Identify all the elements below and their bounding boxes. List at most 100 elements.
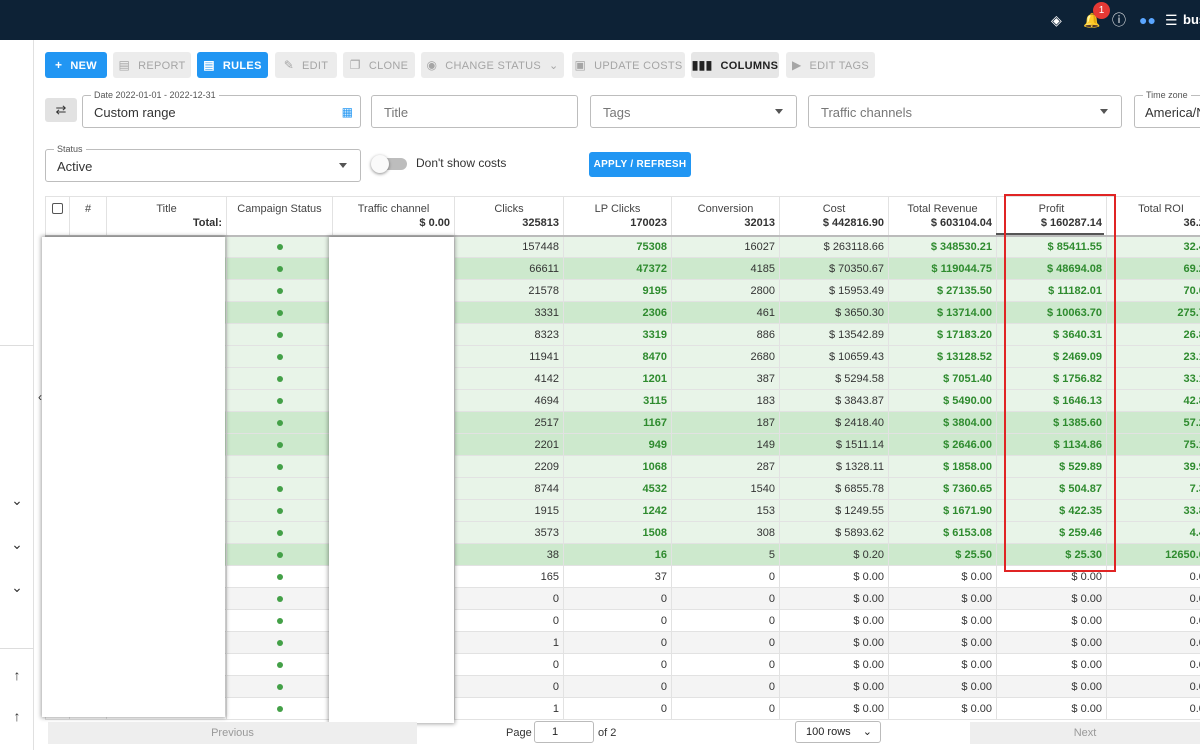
user-name[interactable]: bus <box>1183 12 1200 27</box>
column-header-campaign-status[interactable]: Campaign Status <box>226 196 333 236</box>
row-revenue-cell: $ 0.00 <box>888 565 997 588</box>
active-status-dot <box>276 265 283 272</box>
collapse-icon[interactable]: ‹ <box>38 390 42 404</box>
row-roi-cell: 0.00 <box>1106 565 1200 588</box>
columns-button[interactable]: ▮▮▮ COLUMNS <box>691 52 779 78</box>
table-row[interactable]: 1915 1242 153 $ 1249.55 $ 1671.90 $ 422.35 33.… <box>45 499 1200 522</box>
status-select[interactable]: Status Active <box>45 144 361 182</box>
title-input[interactable]: Title <box>371 95 578 128</box>
column-header-clicks[interactable]: Clicks 325813 <box>454 196 564 236</box>
row-conversion-cell: 1540 <box>671 477 780 500</box>
update-costs-button[interactable]: ▣ UPDATE COSTS <box>572 52 685 78</box>
row-clicks-cell: 38 <box>454 543 564 566</box>
tags-placeholder: Tags <box>603 105 631 120</box>
left-sidebar: ‹ ⌄ ⌄ ⌄ ↑ ↑ <box>0 40 42 750</box>
row-clicks-cell: 4694 <box>454 389 564 412</box>
row-conversion-cell: 0 <box>671 697 780 720</box>
active-status-dot <box>276 243 283 250</box>
column-header-title[interactable]: Title Total: <box>106 196 227 236</box>
row-profit-cell: $ 0.00 <box>996 653 1107 676</box>
row-profit-cell: $ 1385.60 <box>996 411 1107 434</box>
chevron-down-icon[interactable]: ⌄ <box>11 492 23 508</box>
dont-show-costs-label: Don't show costs <box>416 156 507 170</box>
row-lp-clicks-cell: 0 <box>563 609 672 632</box>
row-lp-clicks-cell: 1167 <box>563 411 672 434</box>
previous-page-button[interactable]: Previous <box>48 722 417 744</box>
users-icon[interactable]: ●● <box>1139 12 1156 28</box>
row-roi-cell: 0.00 <box>1106 609 1200 632</box>
row-profit-cell: $ 1646.13 <box>996 389 1107 412</box>
active-status-dot <box>276 397 283 404</box>
help-icon[interactable]: ⓘ <box>1112 12 1126 28</box>
column-header-conversion[interactable]: Conversion 32013 <box>671 196 780 236</box>
menu-icon[interactable]: ☰ <box>1165 12 1178 28</box>
row-conversion-cell: 0 <box>671 565 780 588</box>
row-revenue-cell: $ 0.00 <box>888 587 997 610</box>
active-status-dot <box>276 661 283 668</box>
apply-refresh-button[interactable]: APPLY / REFRESH <box>589 152 691 177</box>
chevron-down-icon[interactable]: ⌄ <box>11 536 23 552</box>
column-header-traffic-channel[interactable]: Traffic channel $ 0.00 <box>332 196 455 236</box>
row-roi-cell: 42.82 <box>1106 389 1200 412</box>
profit-sort-indicator <box>996 233 1104 235</box>
column-header-profit[interactable]: Profit $ 160287.14 <box>996 196 1107 236</box>
row-conversion-cell: 16027 <box>671 235 780 258</box>
row-clicks-cell: 21578 <box>454 279 564 302</box>
traffic-channels-select[interactable]: Traffic channels <box>808 95 1122 128</box>
swap-icon[interactable]: ⇄ <box>45 98 77 122</box>
rules-button[interactable]: ▤ RULES <box>197 52 268 78</box>
edit-tags-button[interactable]: ▶ EDIT TAGS <box>786 52 875 78</box>
row-roi-cell: 0.00 <box>1106 631 1200 654</box>
row-roi-cell: 26.88 <box>1106 323 1200 346</box>
timezone-select[interactable]: Time zone America/N <box>1134 90 1200 128</box>
calendar-icon[interactable]: ▦ <box>341 105 353 119</box>
row-profit-cell: $ 0.00 <box>996 675 1107 698</box>
total-label: Total: <box>192 217 222 229</box>
dont-show-costs-toggle[interactable] <box>371 155 407 173</box>
column-header-total-revenue[interactable]: Total Revenue $ 603104.04 <box>888 196 997 236</box>
active-status-dot <box>276 287 283 294</box>
row-clicks-cell: 1 <box>454 697 564 720</box>
row-revenue-cell: $ 7051.40 <box>888 367 997 390</box>
page-label: Page <box>506 727 532 739</box>
arrow-up-icon[interactable]: ↑ <box>13 667 21 683</box>
tags-select[interactable]: Tags <box>590 95 797 128</box>
row-roi-cell: 23.16 <box>1106 345 1200 368</box>
row-status-cell <box>226 587 333 610</box>
report-button[interactable]: ▤ REPORT <box>113 52 191 78</box>
pencil-icon: ✎ <box>283 58 295 72</box>
rows-per-page-select[interactable]: 100 rows ⌄ <box>795 721 881 743</box>
select-all-checkbox[interactable] <box>52 203 63 214</box>
active-status-dot <box>276 375 283 382</box>
row-status-cell <box>226 235 333 258</box>
row-lp-clicks-cell: 4532 <box>563 477 672 500</box>
column-header-hash[interactable]: # <box>69 196 107 236</box>
clone-button[interactable]: ❐ CLONE <box>343 52 415 78</box>
chevron-down-icon[interactable]: ⌄ <box>11 579 23 595</box>
row-conversion-cell: 0 <box>671 653 780 676</box>
page-number-input[interactable]: 1 <box>534 721 594 743</box>
row-status-cell <box>226 433 333 456</box>
edit-button[interactable]: ✎ EDIT <box>275 52 337 78</box>
row-revenue-cell: $ 5490.00 <box>888 389 997 412</box>
row-clicks-cell: 1915 <box>454 499 564 522</box>
row-conversion-cell: 0 <box>671 609 780 632</box>
row-profit-cell: $ 85411.55 <box>996 235 1107 258</box>
row-lp-clicks-cell: 3115 <box>563 389 672 412</box>
new-button[interactable]: + NEW <box>45 52 107 78</box>
change-status-button[interactable]: ◉ CHANGE STATUS ⌄ <box>421 52 564 78</box>
top-bar: ◈ 🔔 1 ⓘ ●● ☰ bus <box>0 0 1200 40</box>
column-header-cost[interactable]: Cost $ 442816.90 <box>779 196 889 236</box>
row-status-cell <box>226 345 333 368</box>
tag-icon[interactable]: ◈ <box>1051 12 1062 28</box>
date-range-field[interactable]: Date 2022-01-01 - 2022-12-31 Custom rang… <box>82 90 361 128</box>
profit-highlight-box <box>1004 194 1116 572</box>
row-profit-cell: $ 1756.82 <box>996 367 1107 390</box>
row-revenue-cell: $ 3804.00 <box>888 411 997 434</box>
select-all-header <box>45 196 70 236</box>
column-header-lp-clicks[interactable]: LP Clicks 170023 <box>563 196 672 236</box>
arrow-up-icon[interactable]: ↑ <box>13 708 21 724</box>
traffic-channels-placeholder: Traffic channels <box>821 105 913 120</box>
next-page-button[interactable]: Next <box>970 722 1200 744</box>
